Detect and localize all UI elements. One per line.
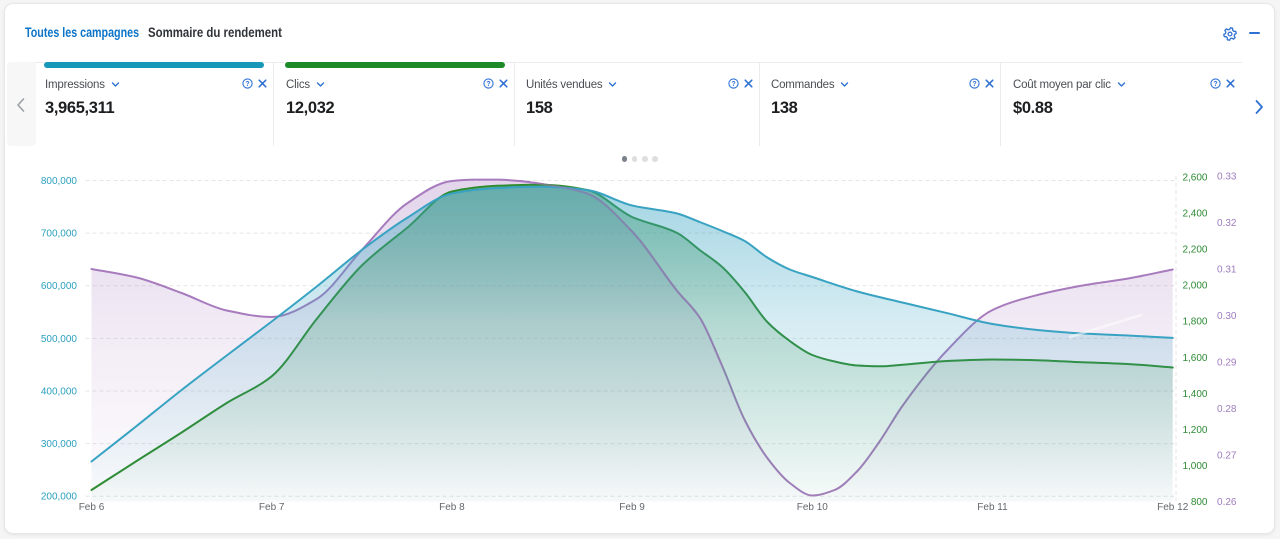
svg-text:2,200: 2,200 <box>1182 245 1207 256</box>
svg-text:0.27: 0.27 <box>1217 451 1237 462</box>
svg-text:1,400: 1,400 <box>1182 389 1207 400</box>
svg-text:200,000: 200,000 <box>41 492 78 503</box>
svg-text:?: ? <box>245 81 249 88</box>
svg-text:?: ? <box>731 81 735 88</box>
svg-text:0.29: 0.29 <box>1217 358 1237 369</box>
svg-text:1,000: 1,000 <box>1182 461 1207 472</box>
svg-text:300,000: 300,000 <box>41 439 78 450</box>
svg-text:?: ? <box>1213 81 1217 88</box>
svg-text:Feb 6: Feb 6 <box>79 502 105 513</box>
svg-text:Feb 7: Feb 7 <box>259 502 285 513</box>
svg-text:Feb 10: Feb 10 <box>797 502 829 513</box>
svg-text:700,000: 700,000 <box>41 229 78 240</box>
svg-text:600,000: 600,000 <box>41 281 78 292</box>
svg-text:2,400: 2,400 <box>1182 208 1207 219</box>
svg-text:1,200: 1,200 <box>1182 425 1207 436</box>
svg-text:0.32: 0.32 <box>1217 218 1237 229</box>
svg-text:?: ? <box>486 81 490 88</box>
svg-text:Feb 12: Feb 12 <box>1157 502 1189 513</box>
svg-text:0.33: 0.33 <box>1217 172 1237 183</box>
svg-text:0.26: 0.26 <box>1217 497 1237 508</box>
svg-text:2,600: 2,600 <box>1182 172 1207 183</box>
svg-text:?: ? <box>972 81 976 88</box>
svg-text:2,000: 2,000 <box>1182 281 1207 292</box>
svg-text:1,800: 1,800 <box>1182 317 1207 328</box>
svg-text:500,000: 500,000 <box>41 334 78 345</box>
svg-text:1,600: 1,600 <box>1182 353 1207 364</box>
svg-text:800: 800 <box>1191 497 1208 508</box>
svg-text:400,000: 400,000 <box>41 387 78 398</box>
svg-text:Feb 8: Feb 8 <box>439 502 465 513</box>
svg-text:Feb 9: Feb 9 <box>619 502 645 513</box>
svg-text:800,000: 800,000 <box>41 176 78 187</box>
svg-text:Feb 11: Feb 11 <box>977 502 1008 513</box>
svg-text:0.31: 0.31 <box>1217 265 1237 276</box>
svg-text:0.30: 0.30 <box>1217 311 1237 322</box>
svg-text:0.28: 0.28 <box>1217 404 1237 415</box>
